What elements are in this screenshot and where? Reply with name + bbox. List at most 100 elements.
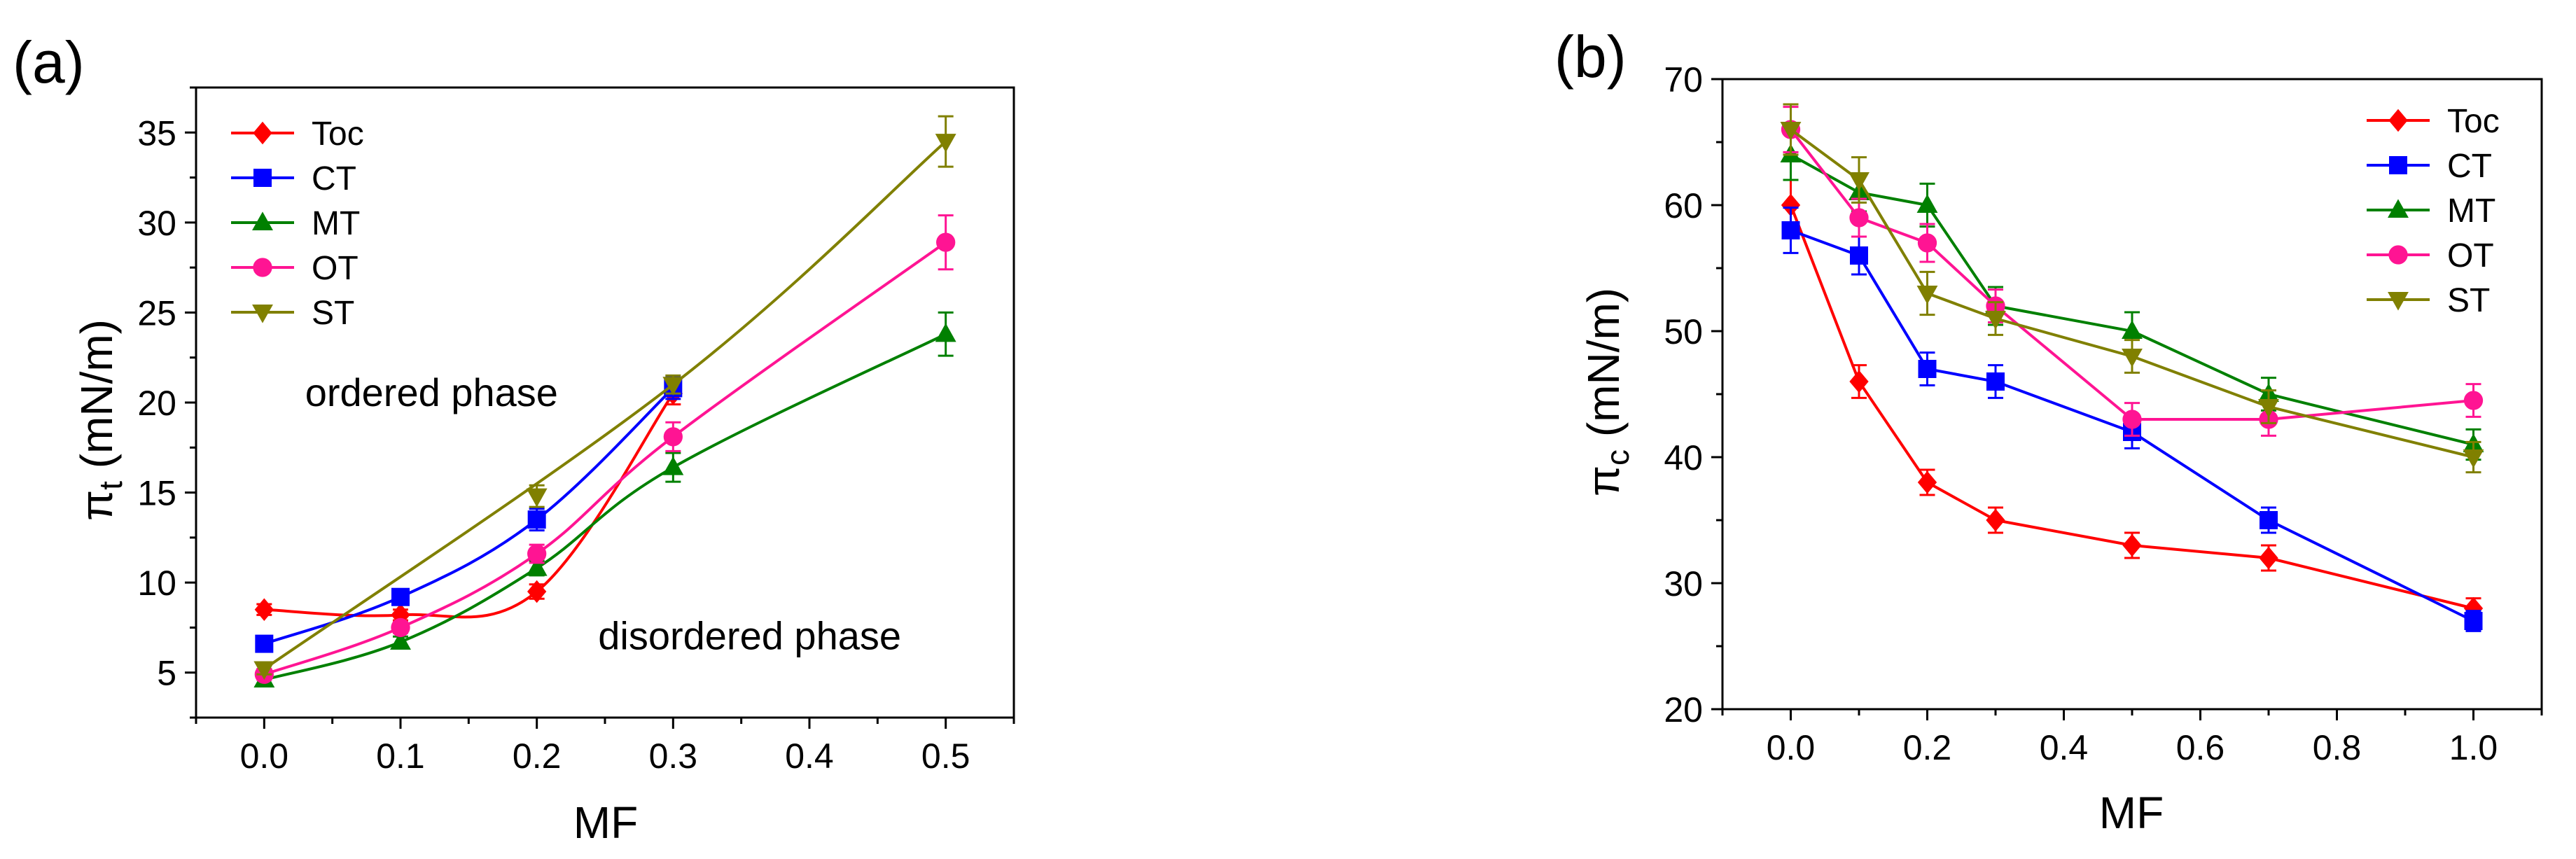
legend-marker <box>2389 156 2407 174</box>
data-point <box>663 427 683 447</box>
data-point <box>1916 285 1938 305</box>
x-tick-label: 0.2 <box>1903 728 1952 767</box>
y-axis-subscript: t <box>92 481 129 490</box>
legend-item-ot: OT <box>231 250 358 287</box>
data-point <box>2463 449 2484 468</box>
x-tick-label: 0.5 <box>921 736 970 776</box>
panel-label: (b) <box>1554 24 1627 90</box>
y-axis-label: πc (mN/m) <box>1578 288 1636 496</box>
y-axis-symbol: π <box>1578 466 1629 496</box>
data-point <box>390 631 411 650</box>
data-point <box>1849 370 1869 393</box>
data-point <box>935 323 956 342</box>
legend-label: OT <box>312 250 358 287</box>
data-point <box>527 544 547 564</box>
data-point <box>255 634 274 653</box>
series-ct <box>1781 207 2483 632</box>
data-point <box>1917 233 1937 253</box>
data-point <box>1986 508 2005 532</box>
x-tick-label: 0.1 <box>376 736 425 776</box>
chart-panel-a: (a) MF πt (mN/m) 0.0 0.1 0.2 0.3 0.4 0.5 5 10 15… <box>13 29 1015 848</box>
y-tick-label: 35 <box>137 113 176 153</box>
data-point <box>1986 372 2005 391</box>
data-point <box>2464 612 2483 630</box>
x-tick-label: 0.0 <box>1767 728 1816 767</box>
data-point <box>2122 348 2143 368</box>
x-axis-label: MF <box>573 797 638 848</box>
legend-item-mt: MT <box>2367 193 2495 230</box>
data-point <box>2122 533 2142 557</box>
data-point <box>527 580 547 603</box>
series-ot <box>254 214 956 684</box>
data-point <box>1916 194 1938 214</box>
legend-label: MT <box>312 205 360 242</box>
legend-item-ot: OT <box>2367 237 2494 274</box>
x-tick-label: 0.0 <box>240 736 289 776</box>
plot-area <box>253 115 956 688</box>
y-tick-label: 40 <box>1664 438 1703 477</box>
series-line <box>263 241 947 676</box>
data-point <box>1985 310 2006 330</box>
legend-item-ct: CT <box>2367 148 2492 185</box>
data-point <box>1780 121 1802 141</box>
legend-marker <box>2388 291 2409 311</box>
legend-marker <box>252 211 273 231</box>
y-tick-label: 25 <box>137 293 176 333</box>
y-tick-label: 10 <box>137 564 176 603</box>
panel-label: (a) <box>13 29 85 95</box>
y-axis-subscript: c <box>1599 449 1636 466</box>
y-tick-label: 70 <box>1664 60 1703 99</box>
data-point <box>391 617 410 638</box>
series-line <box>263 333 947 681</box>
data-point <box>1917 470 1937 494</box>
annotations: ordered phase disordered phase <box>305 370 901 657</box>
series-toc <box>1781 179 2484 620</box>
legend-marker <box>2388 109 2408 132</box>
legend-marker <box>253 258 272 277</box>
y-tick-label: 5 <box>157 654 176 693</box>
data-point <box>2463 391 2484 410</box>
x-tick-label: 0.4 <box>2040 728 2089 767</box>
x-tick-label: 0.6 <box>2176 728 2225 767</box>
x-tick-label: 0.3 <box>649 736 698 776</box>
data-point <box>936 232 956 252</box>
annotation: ordered phase <box>305 370 558 414</box>
data-point <box>2122 320 2143 340</box>
y-tick-label: 30 <box>137 204 176 243</box>
data-point <box>1781 193 1801 217</box>
annotation: disordered phase <box>598 613 901 657</box>
legend-item-st: ST <box>2367 282 2490 319</box>
x-tick-label: 1.0 <box>2449 728 2498 767</box>
legend-item-toc: Toc <box>231 116 364 153</box>
data-point <box>2122 410 2142 429</box>
y-axis-unit: (mN/m) <box>1578 288 1629 449</box>
data-point <box>1849 172 1870 191</box>
chart-panel-b: (b) MF πc (mN/m) 0.0 0.2 0.4 0.6 0.8 1.0 20 30 4… <box>1554 24 2543 838</box>
x-tick-label: 0.4 <box>785 736 834 776</box>
legend-label: OT <box>2447 237 2494 274</box>
data-point <box>935 134 956 153</box>
y-tick-label: 15 <box>137 474 176 513</box>
legend-label: Toc <box>2447 103 2500 140</box>
data-point <box>526 488 548 508</box>
data-point <box>662 456 684 475</box>
legend-label: CT <box>2447 148 2492 185</box>
legend-item-st: ST <box>231 295 354 332</box>
y-tick-label: 50 <box>1664 312 1703 351</box>
data-point <box>1918 360 1937 378</box>
y-tick-label: 30 <box>1664 564 1703 603</box>
legend-marker <box>2388 245 2408 265</box>
y-axis-label: πt (mN/m) <box>71 319 129 521</box>
series-line <box>263 140 947 671</box>
legend-marker <box>253 121 272 145</box>
legend: Toc CT MT OT ST <box>231 116 364 332</box>
data-point <box>391 587 410 606</box>
data-point <box>254 598 274 621</box>
data-point <box>526 557 548 576</box>
plot-area <box>1780 103 2484 632</box>
x-tick-label: 0.8 <box>2313 728 2362 767</box>
y-tick-label: 60 <box>1664 186 1703 225</box>
series-st <box>253 115 956 680</box>
